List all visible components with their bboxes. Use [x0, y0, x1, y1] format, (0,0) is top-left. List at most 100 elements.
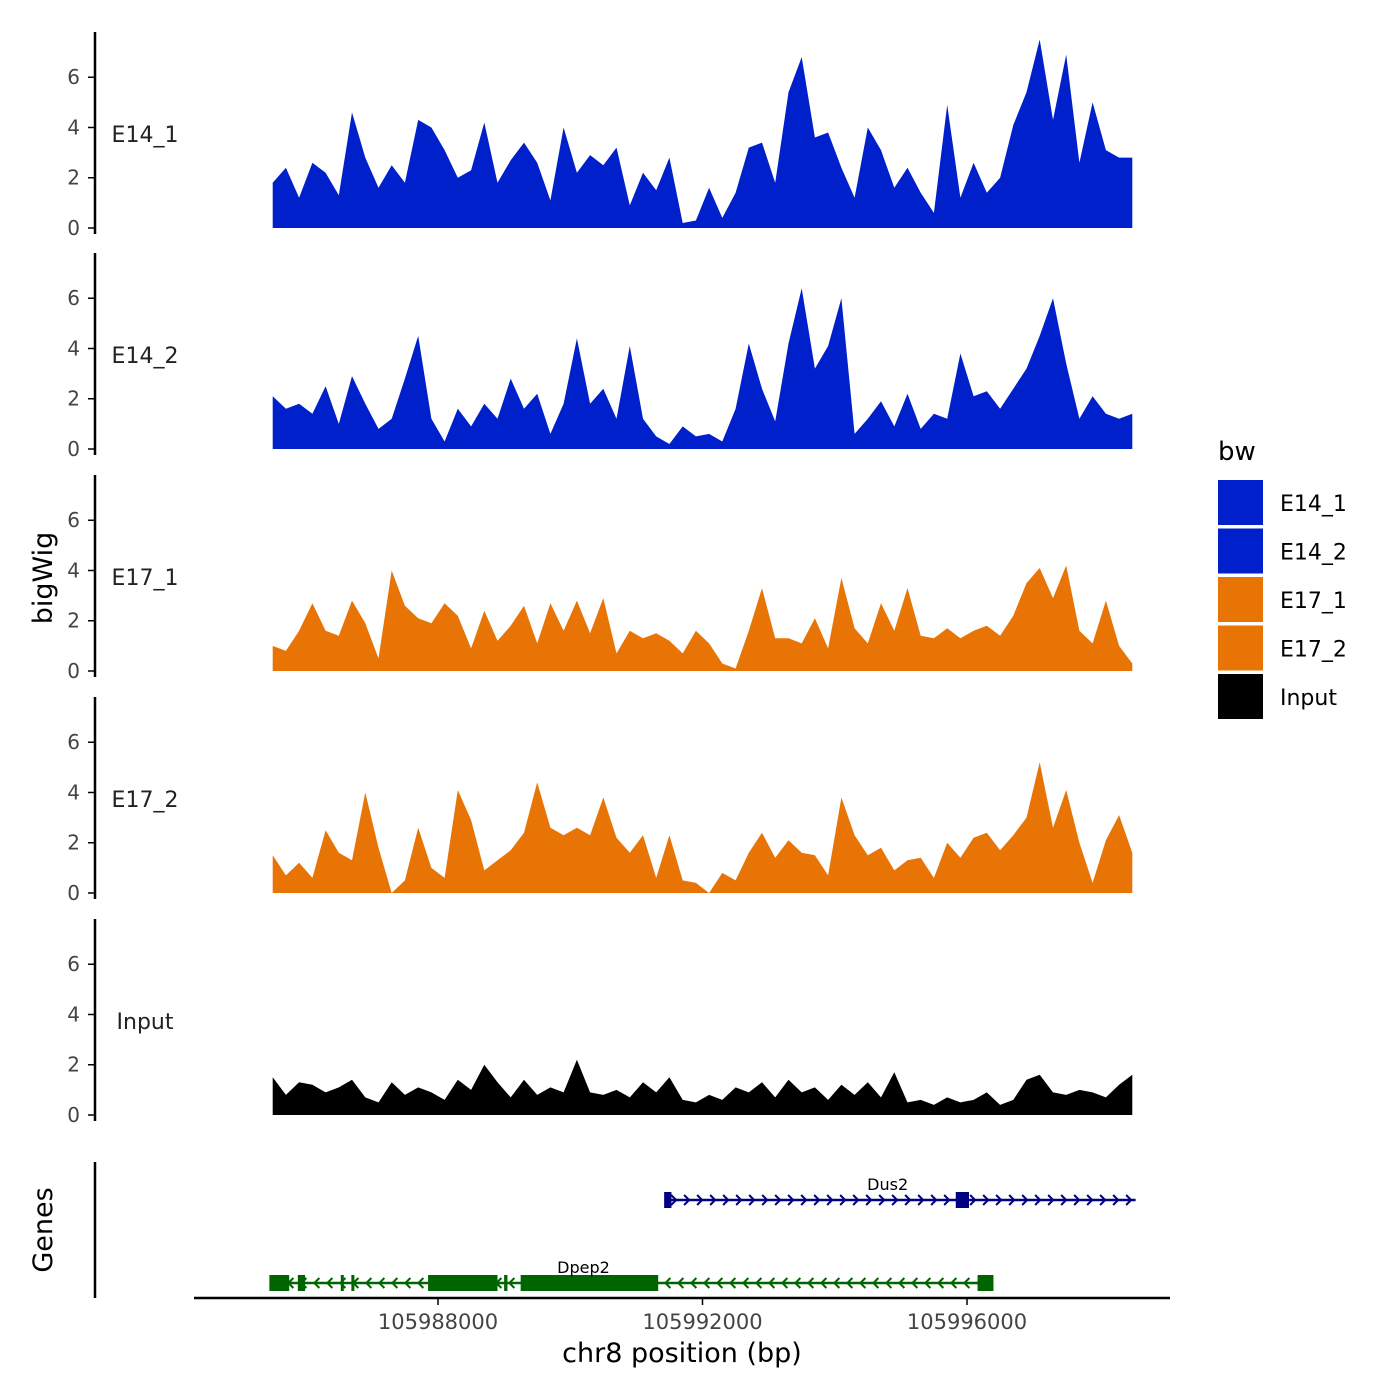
strand-arrow [722, 1194, 730, 1206]
strand-arrow [754, 1277, 763, 1289]
strand-arrow [813, 1194, 821, 1206]
legend-label: E17_1 [1280, 589, 1347, 614]
gene-label: Dus2 [867, 1175, 908, 1194]
exon [520, 1275, 659, 1291]
track-E14_1: 0 2 4 6 E14_1 [67, 32, 1133, 240]
legend-label: E14_2 [1280, 541, 1347, 566]
strand-arrow [858, 1277, 867, 1289]
legend-swatch [1218, 528, 1263, 574]
strand-arrow [793, 1277, 802, 1289]
legend-label: Input [1280, 686, 1337, 711]
y-tick-label: 4 [67, 336, 80, 360]
legend-swatch [1218, 480, 1263, 525]
strand-arrow [969, 1194, 977, 1206]
strand-arrow [1008, 1194, 1016, 1206]
strand-arrow [995, 1194, 1003, 1206]
strand-arrow [897, 1277, 906, 1289]
strand-arrow [312, 1277, 321, 1289]
strand-arrow [1034, 1194, 1042, 1206]
y-tick-label: 4 [67, 115, 80, 139]
genes-axis-title: Genes [28, 1187, 59, 1272]
y-tick-label: 2 [67, 1053, 80, 1077]
legend-entry-E14_2: E14_2 [1218, 528, 1347, 574]
x-tick-label: 105996000 [907, 1310, 1027, 1334]
strand-arrow [676, 1277, 685, 1289]
strand-arrow [741, 1277, 750, 1289]
exon [269, 1275, 290, 1291]
strand-arrow [748, 1194, 756, 1206]
exon [955, 1192, 969, 1208]
strand-arrow [936, 1277, 945, 1289]
x-tick-label: 105988000 [378, 1310, 498, 1334]
strand-arrow [702, 1277, 711, 1289]
y-tick-label: 2 [67, 387, 80, 411]
gene-label: Dpep2 [557, 1258, 610, 1277]
signal-area-E14_1 [272, 39, 1133, 228]
strand-arrow [1099, 1194, 1107, 1206]
strand-arrow [709, 1194, 717, 1206]
strand-arrow [839, 1194, 847, 1206]
strand-arrow [1086, 1194, 1094, 1206]
track-Input: 0 2 4 6 Input [67, 919, 1133, 1127]
track-label: Input [117, 1010, 174, 1035]
y-tick-label: 6 [67, 286, 80, 310]
exon [340, 1275, 344, 1291]
strand-arrow [377, 1277, 386, 1289]
x-axis-title: chr8 position (bp) [562, 1338, 802, 1369]
legend-swatch [1218, 674, 1263, 719]
track-E17_2: 0 2 4 6 E17_2 [67, 697, 1133, 905]
y-tick-label: 0 [67, 881, 80, 905]
exon [977, 1275, 994, 1291]
legend-label: E14_1 [1280, 492, 1347, 517]
strand-arrow [507, 1277, 516, 1289]
y-tick-label: 4 [67, 780, 80, 804]
legend-swatch [1218, 625, 1263, 671]
strand-arrow [962, 1277, 971, 1289]
legend-swatch [1218, 577, 1263, 622]
signal-area-E17_1 [272, 565, 1133, 671]
strand-arrow [819, 1277, 828, 1289]
legend-label: E17_2 [1280, 638, 1347, 663]
y-tick-label: 6 [67, 952, 80, 976]
strand-arrow [416, 1277, 425, 1289]
strand-arrow [780, 1277, 789, 1289]
strand-arrow [878, 1194, 886, 1206]
strand-arrow [403, 1277, 412, 1289]
strand-arrow [806, 1277, 815, 1289]
strand-arrow [826, 1194, 834, 1206]
strand-arrow [774, 1194, 782, 1206]
strand-arrow [663, 1277, 672, 1289]
strand-arrow [865, 1194, 873, 1206]
y-tick-label: 6 [67, 508, 80, 532]
strand-arrow [670, 1194, 678, 1206]
strand-arrow [891, 1194, 899, 1206]
strand-arrow [1125, 1194, 1133, 1206]
strand-arrow [1112, 1194, 1120, 1206]
legend-entry-E17_1: E17_1 [1218, 577, 1347, 622]
strand-arrow [904, 1194, 912, 1206]
y-tick-label: 2 [67, 831, 80, 855]
y-tick-label: 0 [67, 216, 80, 240]
exon [428, 1275, 498, 1291]
strand-arrow [871, 1277, 880, 1289]
exon [297, 1275, 306, 1291]
strand-arrow [689, 1277, 698, 1289]
strand-arrow [728, 1277, 737, 1289]
strand-arrow [884, 1277, 893, 1289]
strand-arrow [917, 1194, 925, 1206]
legend-entry-Input: Input [1218, 674, 1337, 719]
track-label: E17_2 [112, 788, 179, 813]
y-tick-label: 6 [67, 65, 80, 89]
strand-arrow [787, 1194, 795, 1206]
gene-Dus2: Dus2 [664, 1175, 1136, 1208]
exon [504, 1275, 508, 1291]
y-tick-label: 4 [67, 558, 80, 582]
track-label: E17_1 [112, 566, 179, 591]
legend-title: bw [1218, 437, 1256, 467]
track-E17_1: 0 2 4 6 E17_1 [67, 475, 1133, 683]
track-E14_2: 0 2 4 6 E14_2 [67, 253, 1133, 461]
strand-arrow [845, 1277, 854, 1289]
track-label: E14_2 [112, 344, 179, 369]
strand-arrow [852, 1194, 860, 1206]
